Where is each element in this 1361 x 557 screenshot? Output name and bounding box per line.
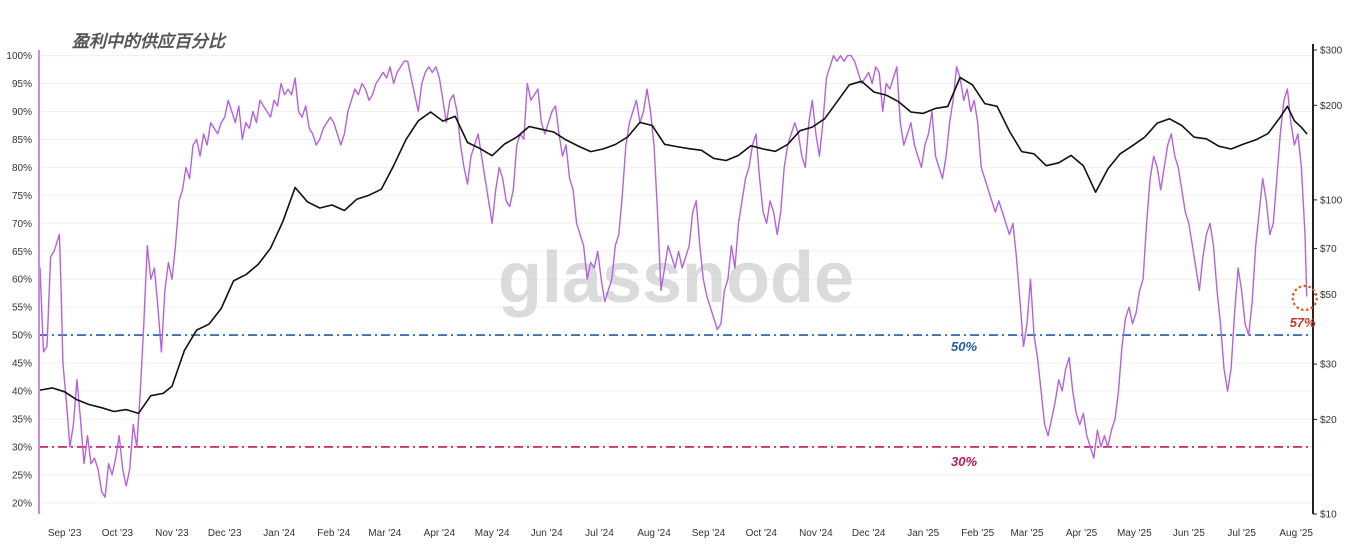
x-tick-label: Nov '23 [155,528,189,539]
left-tick-label: 30% [12,442,32,453]
x-tick-label: Jan '25 [907,528,939,539]
reference-label-50: 50% [951,339,977,354]
left-tick-label: 25% [12,470,32,481]
left-tick-label: 85% [12,135,32,146]
x-tick-label: May '24 [475,528,510,539]
right-tick-label: $200 [1320,101,1343,112]
x-tick-label: Jan '24 [263,528,295,539]
x-tick-label: Dec '24 [852,528,886,539]
left-tick-label: 55% [12,303,32,314]
x-tick-label: Sep '24 [692,528,726,539]
x-tick-label: Oct '23 [102,528,134,539]
left-tick-label: 65% [12,247,32,258]
x-tick-label: Apr '24 [424,528,456,539]
left-tick-label: 70% [12,219,32,230]
right-tick-label: $30 [1320,360,1337,371]
supply-in-profit-series-line [39,54,1308,498]
x-tick-label: Jun '24 [531,528,563,539]
left-tick-label: 35% [12,414,32,425]
axis-layer: 20% 25% 30% 35% 40% 45% 50% 55% 60% 65% 70% 75% 80% 8… [6,44,1343,539]
x-tick-label: Mar '24 [368,528,401,539]
watermark: glassnode [498,238,854,318]
left-tick-label: 40% [12,387,32,398]
x-tick-label: May '25 [1117,528,1152,539]
right-tick-label: $100 [1320,195,1343,206]
left-tick-label: 60% [12,275,32,286]
x-tick-label: Sep '23 [48,528,82,539]
left-tick-label: 50% [12,331,32,342]
x-tick-label: Jul '24 [585,528,614,539]
right-tick-label: $10 [1320,510,1337,521]
x-tick-label: Dec '23 [208,528,242,539]
x-tick-label: Nov '24 [799,528,833,539]
x-tick-label: Aug '24 [637,528,671,539]
x-tick-label: Oct '24 [746,528,778,539]
x-tick-label: Aug '25 [1279,528,1313,539]
right-tick-label: $50 [1320,290,1337,301]
annotation-layer: 57% [1290,284,1318,330]
price-series-line [39,76,1308,415]
x-tick-label: Feb '24 [317,528,350,539]
x-tick-label: Mar '25 [1010,528,1043,539]
right-tick-label: $300 [1320,46,1343,57]
left-tick-label: 45% [12,359,32,370]
series-layer [39,54,1308,498]
x-tick-label: Feb '25 [961,528,994,539]
grid-layer [39,55,1313,504]
right-tick-label: $20 [1320,415,1337,426]
left-tick-label: 75% [12,191,32,202]
x-tick-label: Apr '25 [1066,528,1098,539]
left-tick-label: 100% [6,51,32,62]
reference-lines: 50% 30% [39,334,1313,469]
left-tick-label: 90% [12,107,32,118]
left-tick-label: 80% [12,163,32,174]
x-tick-label: Jun '25 [1173,528,1205,539]
left-tick-label: 20% [12,498,32,509]
reference-label-30: 30% [951,454,977,469]
highlight-circle [1291,284,1318,312]
left-tick-label: 95% [12,79,32,90]
right-tick-label: $70 [1320,244,1337,255]
x-tick-label: Jul '25 [1227,528,1256,539]
chart-title: 盈利中的供应百分比 [72,32,227,51]
highlight-label: 57% [1290,315,1316,330]
